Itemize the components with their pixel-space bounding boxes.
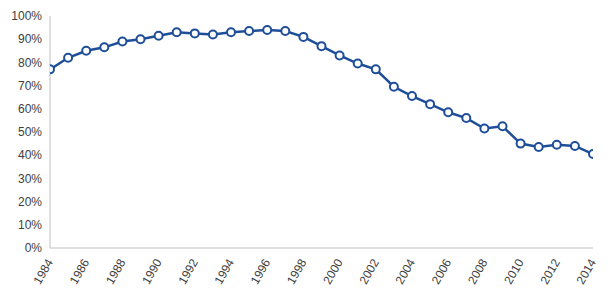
svg-text:10%: 10%: [18, 218, 42, 232]
svg-text:2004: 2004: [393, 256, 419, 286]
svg-text:2014: 2014: [574, 256, 600, 286]
svg-text:0%: 0%: [25, 241, 43, 255]
svg-text:2006: 2006: [429, 256, 455, 286]
svg-text:1990: 1990: [139, 256, 165, 286]
svg-text:1984: 1984: [31, 256, 57, 286]
svg-text:1986: 1986: [67, 256, 93, 286]
svg-text:30%: 30%: [18, 172, 42, 186]
svg-text:40%: 40%: [18, 148, 42, 162]
svg-text:100%: 100%: [11, 9, 42, 23]
svg-text:70%: 70%: [18, 79, 42, 93]
svg-text:2002: 2002: [356, 256, 382, 286]
svg-text:2010: 2010: [501, 256, 527, 286]
svg-text:1992: 1992: [175, 256, 201, 286]
svg-text:90%: 90%: [18, 32, 42, 46]
svg-text:80%: 80%: [18, 56, 42, 70]
svg-text:1994: 1994: [212, 256, 238, 286]
svg-text:2012: 2012: [537, 256, 563, 286]
svg-text:60%: 60%: [18, 102, 42, 116]
svg-text:2000: 2000: [320, 256, 346, 286]
svg-text:2008: 2008: [465, 256, 491, 286]
svg-text:50%: 50%: [18, 125, 42, 139]
svg-text:1996: 1996: [248, 256, 274, 286]
svg-text:1988: 1988: [103, 256, 129, 286]
svg-text:20%: 20%: [18, 195, 42, 209]
svg-text:1998: 1998: [284, 256, 310, 286]
